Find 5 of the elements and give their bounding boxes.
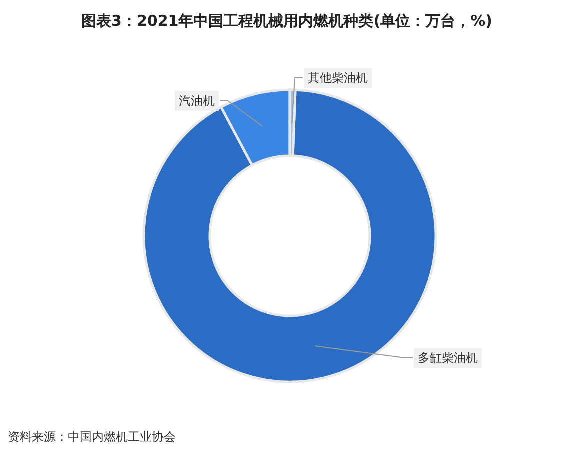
chart-title: 图表3：2021年中国工程机械用内燃机种类(单位：万台，%) [82,12,492,30]
text: 资料来源：中国内燃机工业协会 [8,430,176,444]
slice-label: 其他柴油机 [308,71,368,85]
slice-label: 多缸柴油机 [418,351,478,365]
slice-label: 汽油机 [179,94,215,108]
